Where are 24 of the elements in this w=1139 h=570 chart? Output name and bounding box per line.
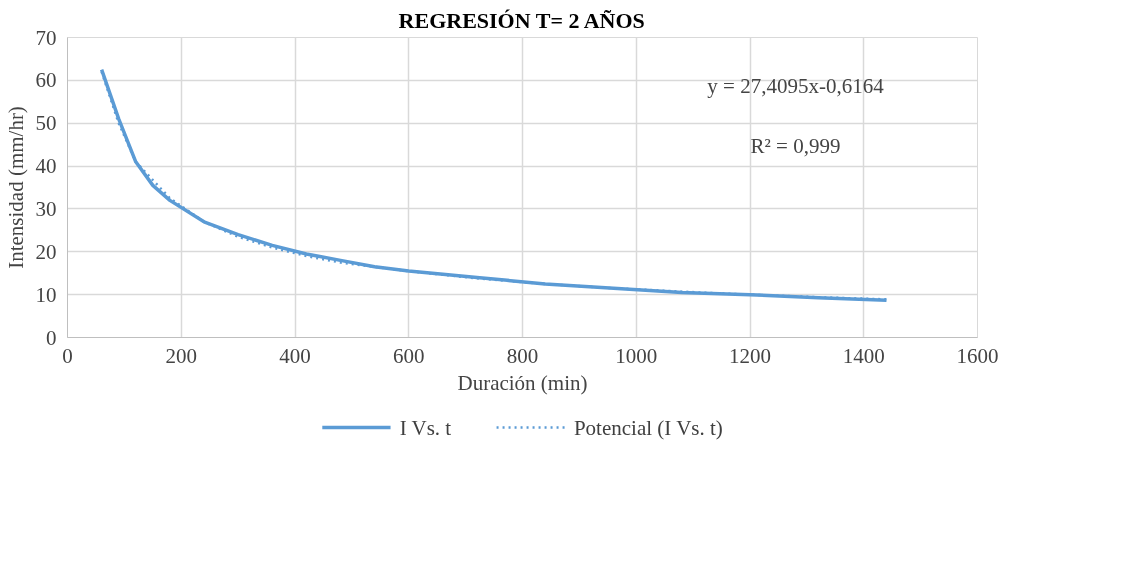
x-axis-title: Duración (min) (457, 370, 588, 395)
y-tick-label: 0 (46, 325, 57, 350)
x-tick-label: 1200 (729, 343, 771, 368)
annotation: R² = 0,999 (750, 133, 841, 158)
y-tick-label: 50 (35, 111, 57, 136)
x-tick-label: 0 (62, 343, 73, 368)
legend-label: Potencial (I Vs. t) (573, 415, 723, 440)
x-tick-label: 1400 (842, 343, 885, 368)
y-tick-label: 40 (35, 154, 57, 179)
x-tick-label: 1600 (956, 343, 999, 368)
x-tick-label: 200 (165, 343, 197, 368)
x-tick-label: 400 (279, 343, 311, 368)
annotation: y = 27,4095x-0,6164 (707, 73, 885, 98)
x-tick-label: 1000 (615, 343, 658, 368)
y-tick-label: 30 (35, 196, 57, 221)
x-tick-label: 600 (393, 343, 425, 368)
y-tick-label: 20 (35, 239, 57, 264)
y-axis-title: Intensidad (mm/hr) (3, 106, 28, 269)
y-tick-label: 60 (35, 68, 57, 93)
legend-label: I Vs. t (399, 415, 452, 440)
y-tick-label: 70 (35, 25, 57, 50)
x-tick-label: 800 (506, 343, 539, 368)
y-tick-label: 10 (35, 282, 57, 307)
chart-title: REGRESIÓN T= 2 AÑOS (398, 7, 645, 33)
